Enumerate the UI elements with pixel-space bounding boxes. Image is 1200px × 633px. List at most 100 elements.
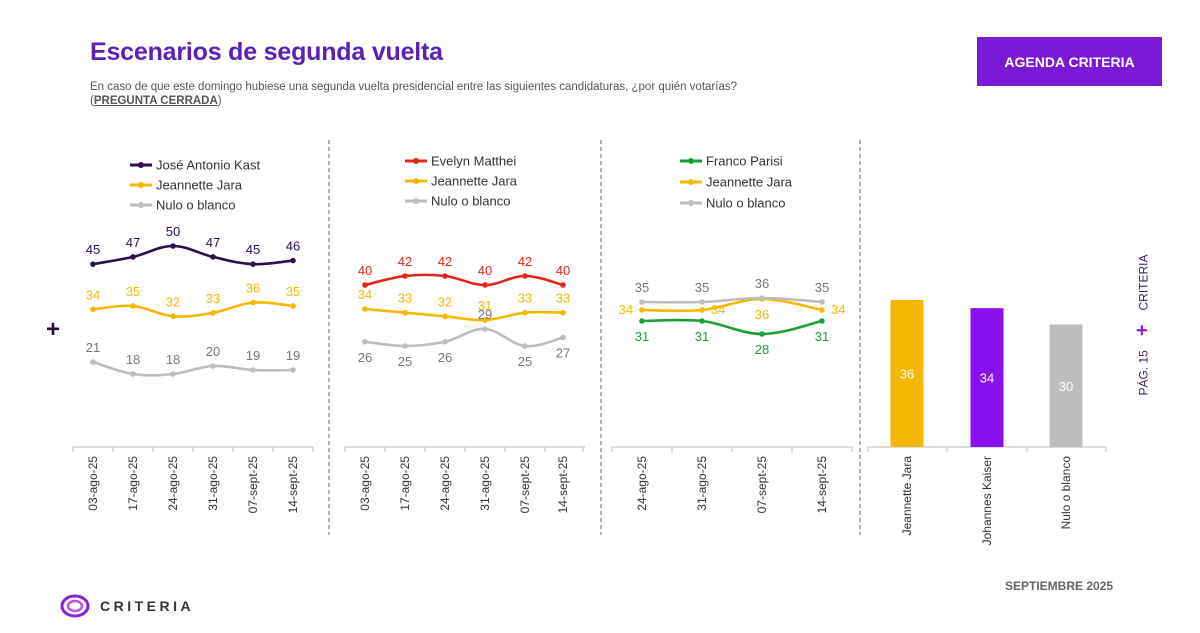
data-label: 42 [398,254,412,269]
data-label: 35 [286,284,300,299]
legend-label: Nulo o blanco [431,194,511,209]
x-tick-label: 31-ago-25 [206,456,220,511]
legend-label: Nulo o blanco [156,198,236,213]
data-label: 33 [206,291,220,306]
data-point [522,273,528,279]
data-label: 35 [126,284,140,299]
data-point [90,261,96,267]
bar [1049,324,1083,447]
x-tick-label: 17-ago-25 [126,456,140,511]
data-label: 18 [126,352,140,367]
data-label: 46 [286,239,300,254]
data-label: 18 [166,352,180,367]
logo-text: CRITERIA [100,598,195,614]
x-tick-label: 24-ago-25 [438,456,452,511]
subtitle-paren-open: ( [90,95,94,107]
data-label: 40 [478,263,492,278]
page-title: Escenarios de segunda vuelta [90,38,443,66]
data-point [482,326,488,332]
series-line [641,318,823,336]
closed-question-label: PREGUNTA CERRADA [93,95,218,107]
data-point [210,363,216,369]
line-chart-panel-1: 03-ago-25 17-ago-25 24-ago-25 31-ago-25 07-s… [72,158,314,514]
data-point [130,371,136,377]
data-point [442,313,448,320]
data-point [402,273,408,279]
data-label: 34 [86,287,100,302]
line-chart-panel-3: 24-ago-25 31-ago-25 07-sept-25 14-sept-25 31… [611,154,853,514]
x-tick-label: Nulo o blanco [1059,456,1073,530]
data-label: 36 [755,276,769,291]
x-tick-label: 24-ago-25 [635,456,649,511]
data-label: 21 [86,340,100,355]
data-label: 28 [755,342,769,357]
x-tick-label: Jeannette Jara [900,456,914,536]
data-point [290,257,296,264]
data-label: 33 [518,291,532,306]
data-point [170,313,176,320]
data-label: 27 [556,346,570,361]
bar [890,300,924,447]
plus-icon: + [46,316,61,343]
legend-marker [688,158,694,164]
bar-value-label: 36 [900,367,914,382]
data-point [362,306,368,312]
data-label: 35 [695,280,709,295]
data-point [560,309,566,316]
data-point [482,317,488,323]
data-label: 20 [206,344,220,359]
data-point [522,309,528,316]
series-line [641,297,823,313]
x-tick-label: 14-sept-25 [556,456,570,514]
legend-label: José Antonio Kast [156,158,260,173]
data-label: 34 [711,302,725,317]
data-label: 47 [206,235,220,250]
data-point [819,299,825,305]
criteria-logo: CRITERIA [60,594,194,618]
data-label: 45 [246,242,260,257]
legend-marker [688,179,694,185]
footer-date: SEPTIEMBRE 2025 [1005,579,1114,593]
x-tick-label: 03-ago-25 [358,456,372,511]
data-point [250,367,256,373]
x-tick-label: 03-ago-25 [86,456,100,511]
legend-marker [413,178,419,184]
legend-label: Evelyn Matthei [431,154,516,169]
agenda-criteria-badge: AGENDA CRITERIA [977,37,1162,86]
bar-value-label: 30 [1059,379,1073,394]
series-line [641,296,823,304]
legend-label: Jeannette Jara [156,178,243,193]
data-label: 31 [478,298,492,313]
data-label: 40 [358,263,372,278]
data-label: 31 [635,329,649,344]
data-label: 35 [815,280,829,295]
data-label: 42 [438,254,452,269]
data-point [442,273,448,279]
page-subtitle: En caso de que este domingo hubiese una … [90,80,890,108]
legend-label: Jeannette Jara [431,174,518,189]
data-label: 31 [695,329,709,344]
x-tick-label: 14-sept-25 [815,456,829,514]
bar [970,308,1004,447]
legend-marker [688,200,694,206]
line-chart-panel-2: 03-ago-25 17-ago-25 24-ago-25 31-ago-25 07-s… [344,154,585,514]
data-label: 29 [478,307,492,322]
x-tick-label: 14-sept-25 [286,456,300,514]
subtitle-question: En caso de que este domingo hubiese una … [90,81,737,93]
data-point [250,261,256,267]
data-point [819,318,825,324]
series-line [364,307,564,322]
data-point [560,282,566,288]
x-tick-label: 31-ago-25 [695,456,709,511]
legend-label: Jeannette Jara [706,175,793,190]
bar-value-label: 34 [980,371,994,386]
data-label: 35 [635,280,649,295]
x-tick-label: 07-sept-25 [518,456,532,514]
data-point [290,367,296,373]
legend-marker [413,198,419,204]
data-point [699,299,705,305]
data-label: 36 [246,281,260,296]
data-label: 31 [815,329,829,344]
series-line [92,360,294,377]
